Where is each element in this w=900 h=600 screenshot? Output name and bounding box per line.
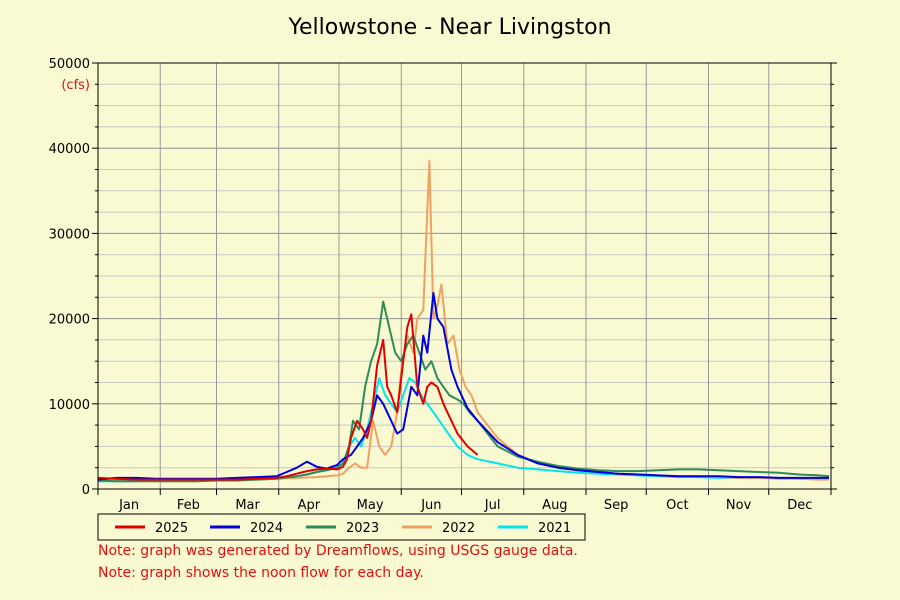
x-tick-label: May: [357, 498, 384, 513]
y-tick-label: 30000: [49, 227, 90, 242]
legend-label-2023: 2023: [346, 521, 379, 536]
chart-title: Yellowstone - Near Livingston: [287, 15, 611, 40]
series-lines: [97, 160, 830, 483]
x-tick-label: Mar: [235, 498, 260, 513]
x-tick-label: Jan: [118, 498, 139, 513]
axes: 0 10000 20000 30000 40000 50000 Jan Feb Mar Apr Ma…: [49, 57, 837, 513]
series-line-2025: [97, 313, 479, 481]
x-tick-label: Apr: [298, 498, 321, 513]
y-tick-label: 40000: [49, 142, 90, 157]
legend-label-2025: 2025: [155, 521, 188, 536]
legend: 2025 2024 2023 2022 2021: [115, 521, 571, 536]
y-tick-label: 50000: [49, 57, 90, 72]
legend-label-2022: 2022: [442, 521, 475, 536]
x-tick-label: Sep: [604, 498, 629, 513]
y-tick-label: 10000: [49, 398, 90, 413]
series-line-2024: [97, 292, 829, 481]
series-line-2023: [97, 300, 830, 483]
y-tick-label: 20000: [49, 313, 90, 328]
x-tick-label: Aug: [542, 498, 567, 513]
grid: [98, 63, 831, 489]
x-tick-label: Nov: [726, 498, 752, 513]
note-source: Note: graph was generated by Dreamflows,…: [98, 543, 578, 559]
x-tick-label: Oct: [666, 498, 688, 513]
legend-label-2021: 2021: [538, 521, 571, 536]
x-tick-label: Jun: [420, 498, 441, 513]
legend-label-2024: 2024: [250, 521, 283, 536]
x-tick-label: Jul: [484, 498, 501, 513]
x-tick-label: Feb: [177, 498, 200, 513]
note-noon-flow: Note: graph shows the noon flow for each…: [98, 565, 424, 581]
y-axis-unit: (cfs): [61, 78, 90, 93]
y-tick-label: 0: [82, 483, 90, 498]
x-tick-label: Dec: [787, 498, 812, 513]
